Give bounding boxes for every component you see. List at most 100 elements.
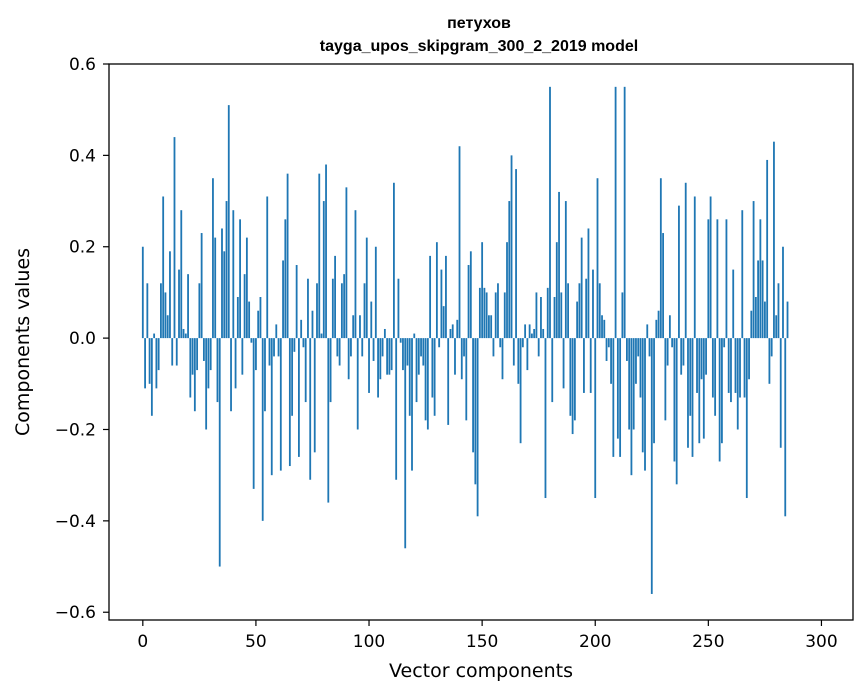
bar-101 <box>370 301 373 339</box>
bar-249 <box>705 338 707 375</box>
bar-1 <box>144 338 146 389</box>
bar-269 <box>750 310 753 339</box>
bar-217 <box>632 338 635 430</box>
bar-234 <box>671 338 674 348</box>
bar-265 <box>741 210 744 339</box>
bar-206 <box>607 338 610 348</box>
bar-168 <box>521 338 524 348</box>
bar-124 <box>422 338 425 366</box>
bar-21 <box>189 338 192 398</box>
bar-81 <box>325 164 327 339</box>
bar-150 <box>481 242 484 339</box>
bar-28 <box>205 338 208 430</box>
bar-194 <box>580 237 583 339</box>
bar-216 <box>630 338 633 476</box>
bar-255 <box>718 338 721 462</box>
bar-139 <box>456 319 459 339</box>
bar-179 <box>546 287 549 339</box>
bar-241 <box>687 338 689 448</box>
bar-266 <box>743 338 746 398</box>
bar-280 <box>775 315 778 339</box>
bar-series <box>141 86 789 594</box>
bar-148 <box>476 338 479 517</box>
bar-167 <box>519 338 522 444</box>
bar-105 <box>379 338 382 380</box>
bar-172 <box>530 333 533 339</box>
bar-135 <box>447 338 450 425</box>
bar-197 <box>587 228 590 339</box>
bar-185 <box>560 292 563 339</box>
bar-100 <box>368 338 370 393</box>
bar-87 <box>338 338 341 366</box>
bar-31 <box>212 178 214 339</box>
bar-247 <box>700 338 703 380</box>
bar-84 <box>331 278 334 339</box>
bar-40 <box>232 210 235 339</box>
bar-34 <box>218 338 221 567</box>
bar-136 <box>449 328 452 339</box>
bar-276 <box>766 159 769 339</box>
bar-76 <box>313 338 316 453</box>
bar-137 <box>451 324 454 339</box>
bar-180 <box>549 86 551 339</box>
bar-263 <box>736 338 739 430</box>
bar-246 <box>698 338 701 444</box>
bar-122 <box>417 338 420 375</box>
bar-237 <box>678 205 680 339</box>
bar-187 <box>564 201 567 339</box>
bar-213 <box>623 86 626 339</box>
chart-title: петухов <box>447 15 511 32</box>
bar-5 <box>153 333 156 339</box>
bar-114 <box>399 338 402 343</box>
bar-270 <box>752 201 755 339</box>
bar-102 <box>372 338 375 361</box>
bar-149 <box>478 287 481 339</box>
bar-95 <box>356 338 359 430</box>
bar-272 <box>757 260 760 339</box>
bar-67 <box>293 338 296 352</box>
bar-211 <box>619 338 622 457</box>
bar-47 <box>248 301 251 339</box>
x-axis-label: Vector components <box>389 660 573 682</box>
bar-83 <box>329 338 332 403</box>
bar-245 <box>696 338 698 393</box>
bar-222 <box>644 338 646 471</box>
bar-232 <box>666 338 669 366</box>
y-tick-label: −0.4 <box>55 512 96 532</box>
bar-273 <box>759 219 762 339</box>
bar-261 <box>732 269 735 339</box>
bar-19 <box>184 333 187 339</box>
bar-131 <box>438 338 441 348</box>
bar-22 <box>191 338 194 375</box>
bar-183 <box>555 242 558 339</box>
bar-218 <box>635 338 637 384</box>
bar-166 <box>517 338 520 384</box>
bar-182 <box>553 297 556 339</box>
y-tick-label: 0.4 <box>69 146 96 166</box>
bar-68 <box>295 265 298 339</box>
bar-18 <box>182 328 185 339</box>
bar-35 <box>221 228 223 339</box>
bar-119 <box>411 338 413 471</box>
bar-106 <box>381 338 384 357</box>
bar-267 <box>745 338 748 499</box>
bar-64 <box>286 173 289 339</box>
bar-49 <box>252 338 255 489</box>
bar-107 <box>383 328 386 339</box>
bar-65 <box>288 338 291 467</box>
bar-193 <box>578 283 581 339</box>
bar-123 <box>420 338 422 357</box>
bar-134 <box>445 255 447 339</box>
bar-164 <box>512 338 515 366</box>
bar-66 <box>291 338 294 416</box>
bar-176 <box>540 297 542 339</box>
bar-50 <box>255 338 257 371</box>
bar-184 <box>558 191 560 339</box>
bar-39 <box>230 338 232 412</box>
bar-140 <box>458 146 461 339</box>
bar-10 <box>164 292 167 339</box>
bar-36 <box>223 251 226 339</box>
bar-2 <box>146 283 149 339</box>
bar-88 <box>340 283 343 339</box>
y-tick-label: −0.2 <box>55 420 96 440</box>
